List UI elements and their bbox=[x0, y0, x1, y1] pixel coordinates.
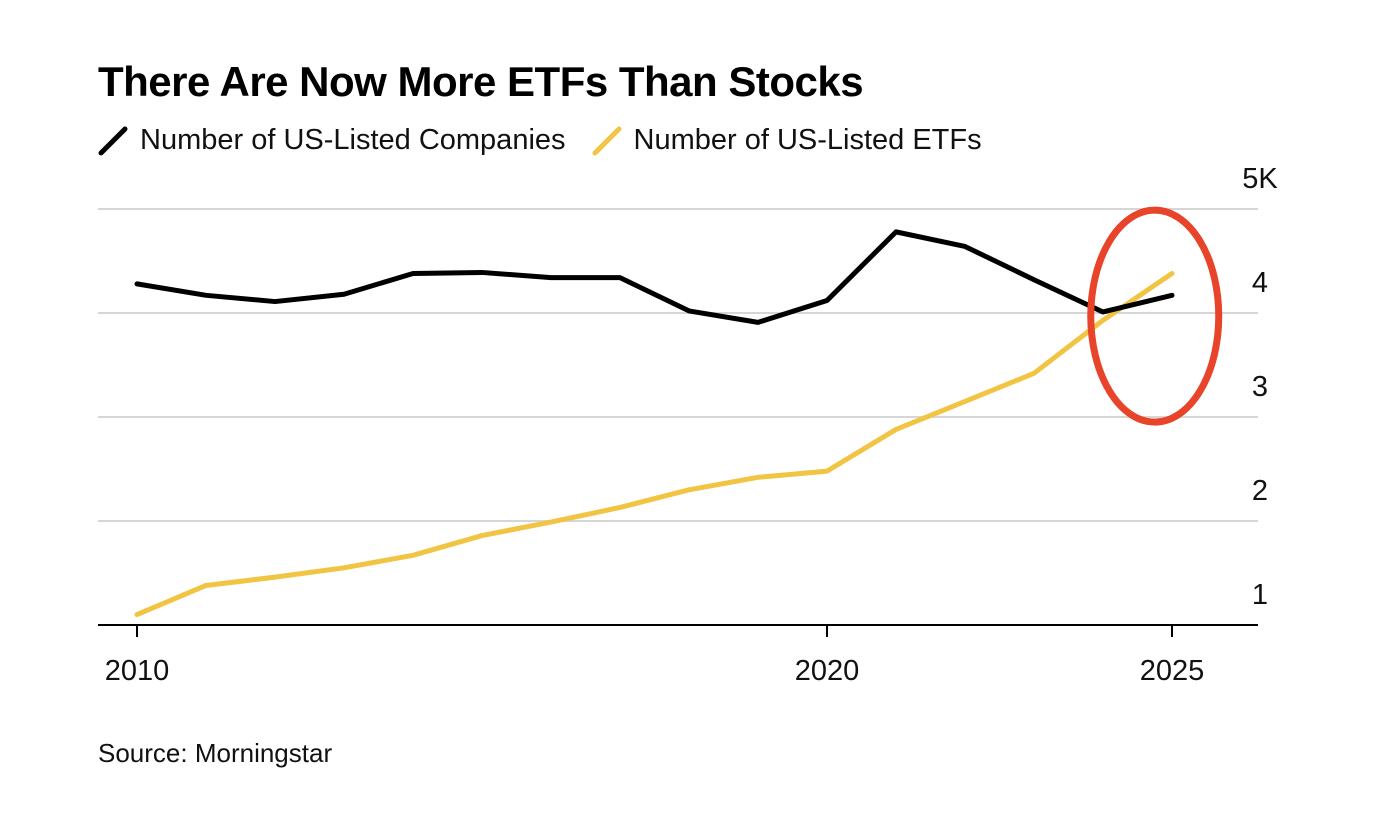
y-tick-label: 2 bbox=[1252, 475, 1268, 507]
legend-label: Number of US-Listed ETFs bbox=[633, 124, 982, 156]
y-tick-label: 1 bbox=[1252, 579, 1268, 611]
legend-item-companies: Number of US-Listed Companies bbox=[98, 124, 566, 157]
legend: Number of US-Listed Companies Number of … bbox=[98, 124, 1008, 157]
legend-item-etfs: Number of US-Listed ETFs bbox=[592, 124, 982, 157]
legend-label: Number of US-Listed Companies bbox=[140, 124, 566, 156]
annotation-circle bbox=[1087, 206, 1223, 426]
x-tick-label: 2025 bbox=[1140, 655, 1205, 687]
series-line-etfs bbox=[134, 270, 1175, 618]
source-note: Source: Morningstar bbox=[98, 738, 333, 768]
legend-swatch-etfs bbox=[592, 126, 622, 155]
series-line-companies bbox=[134, 229, 1175, 325]
y-tick-label: 5K bbox=[1242, 163, 1278, 195]
chart-title: There Are Now More ETFs Than Stocks bbox=[98, 58, 864, 105]
x-tick-label: 2020 bbox=[795, 655, 860, 687]
x-tick-label: 2010 bbox=[105, 655, 170, 687]
y-tick-label: 4 bbox=[1252, 267, 1268, 299]
legend-swatch-companies bbox=[98, 126, 128, 155]
y-tick-label: 3 bbox=[1252, 371, 1268, 403]
